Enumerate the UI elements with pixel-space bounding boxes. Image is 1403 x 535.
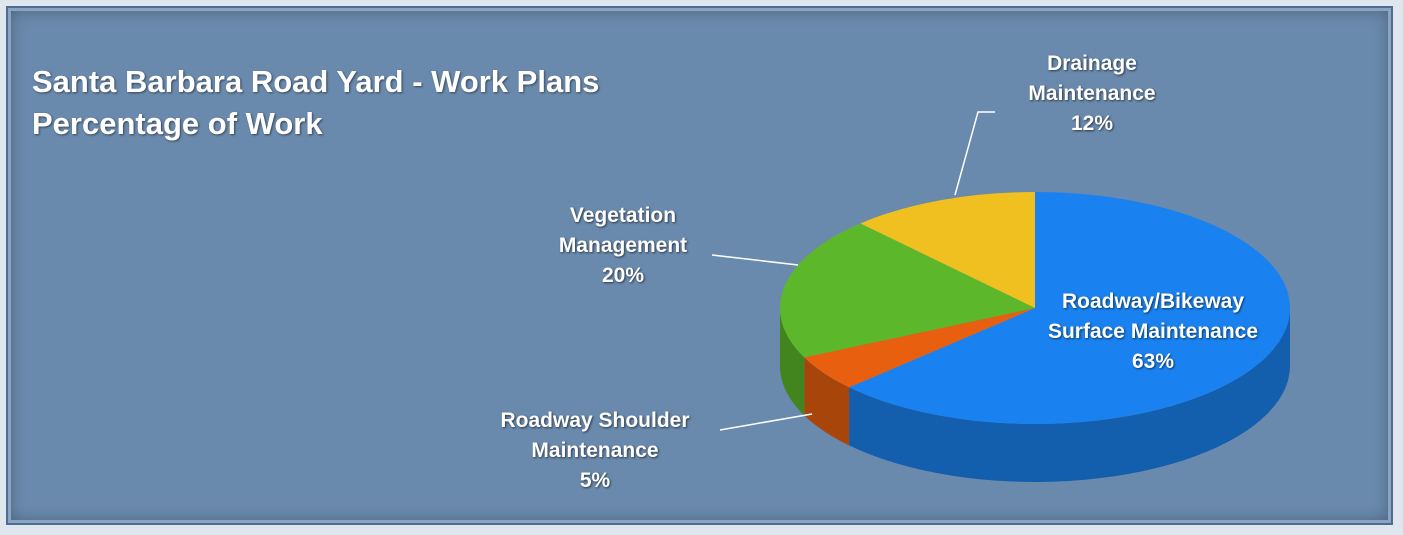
slice-side <box>780 308 805 416</box>
slice <box>779 223 1035 358</box>
leader-line <box>719 413 813 431</box>
chart-subtitle: Percentage of Work <box>32 106 323 141</box>
category-label: Roadway/Bikeway Surface Maintenance <box>1047 290 1259 343</box>
chart-title: Santa Barbara Road Yard - Work Plans <box>32 64 600 99</box>
category-label: Roadway Shoulder Maintenance <box>500 409 690 462</box>
category-label: Drainage Maintenance <box>1028 52 1156 105</box>
slice-side <box>804 357 850 446</box>
leader-line <box>711 254 799 266</box>
category-label: Vegetation Management <box>558 204 688 257</box>
value-label: 63% <box>1131 350 1175 373</box>
data-label: Drainage Maintenance 12% <box>997 49 1187 139</box>
value-label: 20% <box>601 264 645 287</box>
leader-line <box>954 111 995 196</box>
slice-side <box>849 308 1290 482</box>
data-label: Vegetation Management 20% <box>523 201 723 291</box>
value-label: 5% <box>579 469 611 492</box>
data-label: Roadway/Bikeway Surface Maintenance 63% <box>1038 287 1268 377</box>
slice <box>849 192 1291 425</box>
value-label: 12% <box>1070 112 1114 135</box>
slice <box>804 308 1035 388</box>
data-label: Roadway Shoulder Maintenance 5% <box>480 406 710 496</box>
slice <box>860 192 1035 308</box>
